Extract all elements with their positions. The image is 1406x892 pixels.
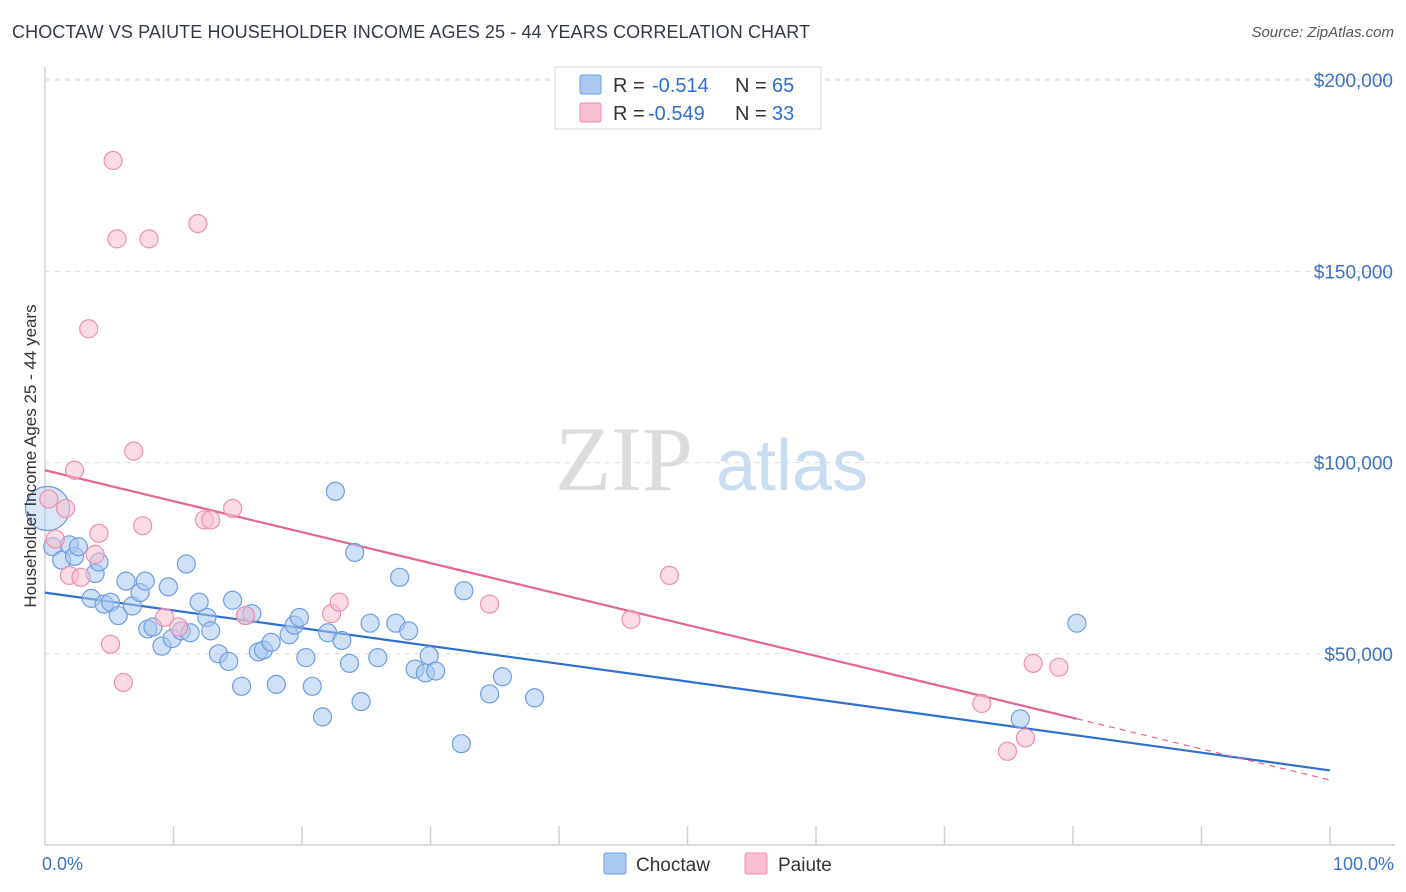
y-tick-label: $50,000 [1324,645,1393,666]
point-choctaw [232,676,252,696]
point-choctaw [524,688,545,708]
bottom-legend-swatch-choctaw [603,852,627,875]
trendline-paiute [44,469,1078,720]
trendline-choctaw [44,591,1331,772]
point-choctaw [116,571,136,591]
bottom-legend-label-choctaw: Choctaw [636,855,710,876]
watermark-atlas: atlas [716,426,868,506]
point-paiute [89,523,109,543]
legend-n-value-choctaw: 65 [772,75,794,97]
point-choctaw [302,676,322,696]
point-choctaw [1010,709,1030,729]
point-paiute [71,567,91,587]
point-paiute [223,498,243,519]
point-choctaw [289,607,310,628]
legend-n-label-choctaw: N = [735,75,767,97]
point-choctaw [223,590,243,610]
point-paiute [235,605,256,626]
point-paiute [154,607,175,628]
point-choctaw [135,571,155,591]
point-paiute [972,693,992,714]
chart-title: CHOCTAW VS PAIUTE HOUSEHOLDER INCOME AGE… [12,22,811,42]
legend-n-value-paiute: 33 [772,103,794,125]
y-tick-label: $200,000 [1314,71,1393,92]
point-paiute [113,672,133,693]
point-choctaw [351,691,371,712]
point-choctaw [390,567,410,587]
point-choctaw [339,653,360,673]
legend-swatch-paiute [579,102,602,123]
point-choctaw [325,481,346,501]
legend-r-value-choctaw: -0.514 [652,75,709,97]
point-choctaw [261,632,281,652]
bottom-legend-label-paiute: Paiute [778,855,832,876]
point-choctaw [426,661,446,681]
point-choctaw [332,630,352,651]
point-paiute [45,529,65,549]
y-tick-label: $150,000 [1314,262,1393,283]
point-choctaw [451,734,471,754]
point-paiute [997,741,1018,761]
point-paiute [39,489,59,509]
point-paiute [169,617,189,637]
point-paiute [480,594,500,614]
point-paiute [55,498,76,519]
point-choctaw [345,542,365,563]
legend-swatch-choctaw [579,74,602,95]
point-paiute [100,634,121,654]
point-choctaw [368,648,388,668]
point-paiute [1049,657,1069,677]
point-choctaw [266,674,286,694]
legend-r-label-choctaw: R = [613,75,645,97]
point-choctaw [360,613,380,633]
point-paiute [1015,728,1036,748]
point-paiute [103,150,123,171]
point-paiute [107,229,127,249]
bottom-legend-swatch-paiute [744,852,768,875]
legend-r-value-paiute: -0.549 [648,103,705,125]
y-axis-label: Householder Income Ages 25 - 44 years [21,304,40,607]
point-choctaw [189,592,209,612]
point-paiute [79,319,99,339]
point-choctaw [68,537,89,557]
point-choctaw [454,581,474,601]
point-paiute [133,516,153,536]
point-choctaw [158,577,178,597]
trendline-paiute-extension [1076,718,1331,781]
point-paiute [201,510,221,530]
bottom-legend: Choctaw Paiute [603,852,832,876]
point-choctaw [201,621,221,641]
point-choctaw [108,605,128,626]
x-tick-label-max: 100.0% [1333,854,1394,874]
point-paiute [621,609,641,629]
point-choctaw [219,651,239,672]
point-paiute [188,214,208,234]
legend-n-label-paiute: N = [735,103,767,125]
point-paiute [329,592,349,612]
point-choctaw [1067,613,1087,633]
point-paiute [85,544,105,564]
source-label: Source: ZipAtlas.com [1251,24,1394,41]
point-paiute [1023,653,1043,673]
watermark-zip: ZIP [555,408,693,510]
y-tick-label: $100,000 [1314,454,1393,475]
point-paiute [659,565,680,586]
point-paiute [139,229,159,249]
point-choctaw [492,667,513,687]
point-choctaw [176,554,196,574]
x-tick-label-min: 0.0% [42,854,83,874]
legend-r-label-paiute: R = [613,103,645,125]
point-paiute [124,441,144,461]
legend: R = -0.514 N = 65 R = -0.549 N = 33 [554,66,822,130]
point-choctaw [480,684,500,704]
point-choctaw [312,707,333,727]
point-paiute [64,460,85,480]
point-choctaw [296,648,316,668]
point-choctaw [399,621,419,641]
